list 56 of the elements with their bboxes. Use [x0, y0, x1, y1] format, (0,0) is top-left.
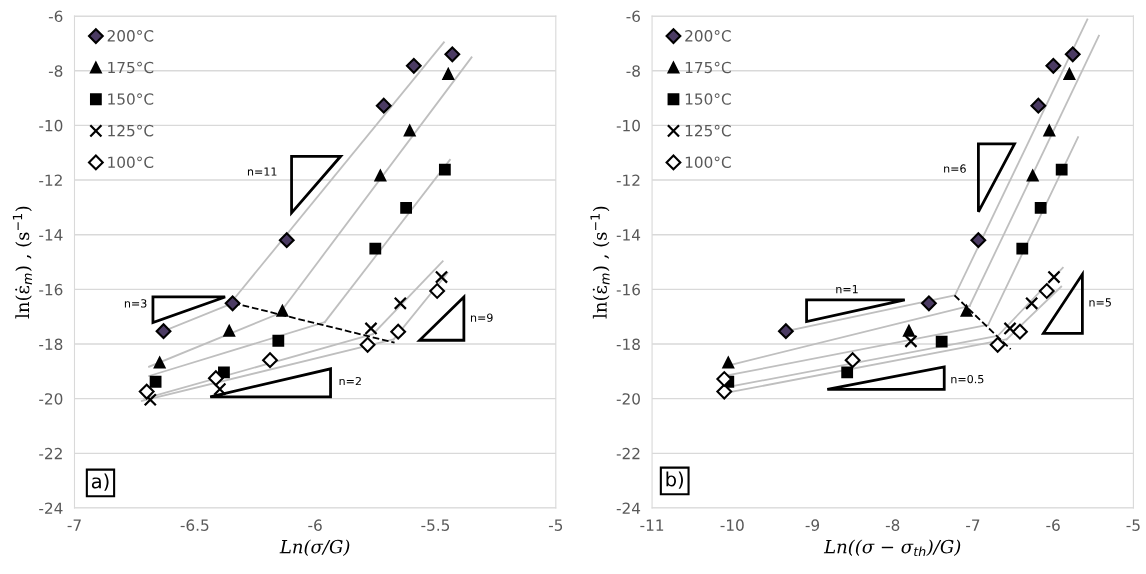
- legend-label: 200°C: [685, 30, 731, 42]
- annotation: n=2: [339, 376, 361, 386]
- y-tick-label: -16: [616, 283, 640, 296]
- x-tick-label: -9: [805, 519, 820, 531]
- legend-label: 125°C: [685, 124, 731, 137]
- y-axis-title: ln(ε̇$_{m}$) , (s$^{−1}$): [590, 206, 610, 319]
- x-axis-title: Ln((σ − σ$_{th}$)/G): [823, 539, 961, 557]
- x-tick-label: -11: [640, 519, 664, 531]
- annotation: n=3: [124, 299, 147, 308]
- x-tick-label: -5: [548, 519, 563, 531]
- legend-label: 200°C: [107, 30, 154, 42]
- annotation: a): [91, 473, 109, 491]
- y-tick-label: -24: [39, 502, 63, 514]
- y-tick-label: -14: [39, 229, 63, 241]
- y-axis-title: ln(ε̇$_{m}$) , (s$^{−1}$): [12, 206, 32, 319]
- y-tick-label: -10: [39, 119, 63, 132]
- y-tick-label: -22: [616, 447, 640, 460]
- legend-label: 100°C: [108, 156, 154, 169]
- y-tick-label: -12: [39, 174, 62, 186]
- annotation: n=11: [247, 167, 277, 176]
- y-tick-label: -22: [39, 447, 62, 460]
- legend-label: 150°C: [108, 93, 154, 105]
- y-tick-label: -18: [616, 338, 640, 351]
- annotation: n=1: [836, 285, 858, 294]
- annotation: n=0.5: [951, 374, 984, 384]
- y-tick-label: -20: [616, 393, 640, 405]
- legend-label: 150°C: [685, 93, 731, 105]
- annotation: n=5: [1089, 298, 1111, 307]
- x-tick-label: -10: [720, 519, 744, 531]
- x-axis-title: Ln(σ/G): [279, 539, 350, 556]
- x-tick-label: -7: [67, 519, 81, 531]
- legend-label: 175°C: [108, 61, 154, 74]
- annotation: n=9: [470, 313, 493, 322]
- x-tick-label: -6: [1046, 519, 1060, 531]
- y-tick-label: -6: [48, 10, 63, 23]
- x-tick-label: -6: [308, 519, 322, 531]
- y-tick-label: -8: [626, 65, 640, 77]
- legend-label: 125°C: [108, 124, 154, 137]
- annotation: n=6: [944, 164, 966, 173]
- x-tick-label: -8: [885, 519, 900, 531]
- y-tick-label: -10: [616, 119, 640, 132]
- y-tick-label: -24: [616, 502, 641, 514]
- y-tick-label: -16: [39, 283, 63, 296]
- x-tick-label: -5: [1126, 519, 1140, 531]
- x-tick-label: -6.5: [180, 519, 209, 531]
- y-tick-label: -6: [626, 10, 640, 23]
- y-tick-label: -8: [48, 65, 63, 77]
- y-tick-label: -14: [616, 229, 641, 241]
- y-tick-label: -20: [39, 393, 63, 405]
- x-tick-label: -7: [966, 519, 980, 531]
- annotation: b): [666, 471, 683, 489]
- y-tick-label: -12: [616, 174, 640, 186]
- x-tick-label: -5.5: [421, 519, 450, 531]
- legend-label: 100°C: [685, 156, 731, 169]
- legend-label: 175°C: [685, 61, 731, 74]
- y-tick-label: -18: [39, 338, 63, 351]
